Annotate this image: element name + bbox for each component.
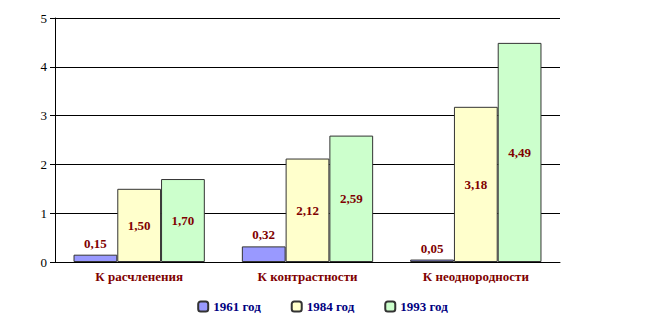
svg-text:2: 2 xyxy=(41,157,48,172)
svg-text:1,70: 1,70 xyxy=(172,213,195,228)
svg-text:0,05: 0,05 xyxy=(421,241,444,256)
svg-text:К контрастности: К контрастности xyxy=(257,269,358,284)
svg-text:1961 год: 1961 год xyxy=(213,299,261,314)
svg-text:0,32: 0,32 xyxy=(252,227,275,242)
svg-text:1,50: 1,50 xyxy=(128,218,151,233)
svg-text:3,18: 3,18 xyxy=(464,177,487,192)
svg-text:2,12: 2,12 xyxy=(296,203,319,218)
svg-text:0,15: 0,15 xyxy=(84,236,107,251)
svg-text:1: 1 xyxy=(41,206,48,221)
svg-text:1984 год: 1984 год xyxy=(307,299,355,314)
svg-text:4,49: 4,49 xyxy=(508,145,531,160)
svg-text:5: 5 xyxy=(41,11,48,26)
svg-text:К расчленения: К расчленения xyxy=(95,269,183,284)
svg-text:К неоднородности: К неоднородности xyxy=(423,269,530,284)
svg-text:3: 3 xyxy=(41,108,48,123)
svg-text:4: 4 xyxy=(41,59,48,74)
svg-text:1993 год: 1993 год xyxy=(400,299,448,314)
svg-text:2,59: 2,59 xyxy=(340,191,363,206)
svg-text:0: 0 xyxy=(41,255,48,270)
